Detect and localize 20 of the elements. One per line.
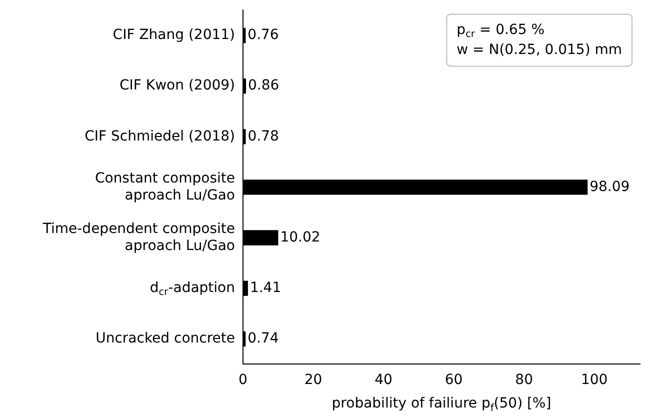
x-tick-label: 0 <box>238 372 248 388</box>
y-tick-label: CIF Kwon (2009) <box>120 78 236 94</box>
data-label: 1.41 <box>250 280 282 296</box>
x-tick-label: 80 <box>515 372 533 388</box>
x-tick-label: 100 <box>580 372 608 388</box>
y-tick-label: Constant composite aproach Lu/Gao <box>94 170 236 204</box>
data-label: 10.02 <box>280 229 320 246</box>
x-tick-label: 40 <box>374 372 392 388</box>
data-label: 0.74 <box>248 330 279 347</box>
x-tick-label: 20 <box>304 372 322 388</box>
y-tick-label: CIF Zhang (2011) <box>112 27 236 44</box>
data-label: 0.76 <box>248 27 279 44</box>
data-label: 98.09 <box>590 178 630 195</box>
y-tick-label: Uncracked concrete <box>96 330 235 347</box>
x-tick-label: 60 <box>444 372 463 388</box>
data-label: 0.78 <box>248 128 279 144</box>
y-tick-label: CIF Schmiedel (2018) <box>84 128 236 144</box>
data-label: 0.86 <box>248 78 280 94</box>
y-tick-label: Time-dependent composite aproach Lu/Gao <box>42 220 236 254</box>
annotation: w = N(0.25, 0.015) mm <box>456 42 622 58</box>
